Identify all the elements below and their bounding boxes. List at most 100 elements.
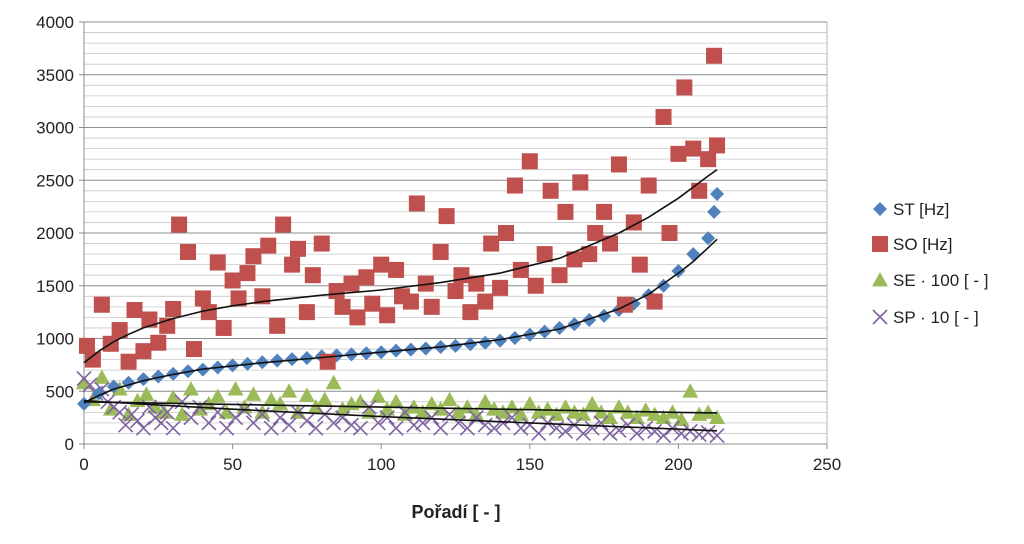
diamond-point <box>710 186 725 201</box>
square-point <box>432 243 449 260</box>
diamond-point <box>582 313 597 328</box>
legend-triangle-marker <box>872 272 888 287</box>
cross-point <box>450 415 467 431</box>
cross-point <box>468 410 484 426</box>
cross-point <box>352 420 368 436</box>
diamond-point <box>656 278 671 293</box>
triangle-point <box>370 388 387 403</box>
grid-lines <box>84 21 827 445</box>
square-point <box>126 302 143 319</box>
diamond-point <box>552 320 567 335</box>
legend-item: ST [Hz] <box>873 200 949 219</box>
triangle-point <box>423 395 440 411</box>
x-tick-labels: 0 50 100 150 200 250 <box>79 444 841 474</box>
square-point <box>483 235 500 252</box>
triangle-point <box>521 395 538 411</box>
cross-point <box>299 413 315 429</box>
square-point <box>646 293 663 310</box>
cross-point <box>531 425 547 442</box>
cross-point <box>557 423 574 439</box>
triangle-point <box>281 383 298 398</box>
series-cross <box>76 371 725 444</box>
trendline <box>83 238 718 404</box>
diamond-point <box>151 369 166 384</box>
cross-point <box>486 420 502 436</box>
square-point <box>709 137 726 154</box>
square-point <box>492 279 509 296</box>
triangle-point <box>165 389 182 404</box>
legend-item: SE · 100 [ - ] <box>872 271 988 290</box>
square-point <box>328 283 345 300</box>
square-point <box>572 174 589 191</box>
square-point <box>185 341 202 358</box>
triangle-point <box>441 391 458 407</box>
square-point <box>670 145 687 162</box>
triangle-point <box>245 386 262 401</box>
cross-point <box>459 420 475 436</box>
cross-point <box>263 420 279 436</box>
square-point <box>364 295 381 312</box>
triangle-point <box>182 381 199 396</box>
square-point <box>349 309 366 326</box>
triangle-point <box>352 393 369 409</box>
diamond-point <box>136 372 151 387</box>
triangle-point <box>209 388 226 403</box>
triangle-point <box>316 391 333 407</box>
square-point <box>239 265 256 282</box>
y-tick-label: 4000 <box>36 13 74 32</box>
square-point <box>402 293 419 310</box>
cross-point <box>682 423 698 439</box>
square-point <box>587 225 604 241</box>
square-point <box>313 235 330 252</box>
square-point <box>260 237 277 254</box>
cross-point <box>406 417 422 433</box>
square-point <box>284 256 301 273</box>
square-point <box>542 182 559 199</box>
y-tick-labels: 0 500 1000 1500 2000 2500 3000 3500 4000 <box>36 13 84 454</box>
x-tick-label: 250 <box>813 455 841 474</box>
x-tick-label: 150 <box>516 455 544 474</box>
square-point <box>194 290 211 307</box>
triangle-point <box>709 409 726 425</box>
cross-point <box>575 425 591 442</box>
legend-label: SO [Hz] <box>893 235 953 254</box>
square-point <box>527 277 544 294</box>
square-point <box>521 153 538 170</box>
square-point <box>477 293 494 310</box>
square-point <box>298 304 315 321</box>
triangle-point <box>272 395 289 411</box>
square-point <box>676 79 693 96</box>
square-point <box>254 288 271 305</box>
y-tick-label: 2000 <box>36 224 74 243</box>
cross-point <box>219 420 235 436</box>
cross-point <box>129 413 146 429</box>
cross-point <box>602 425 618 442</box>
triangle-point <box>156 404 173 419</box>
trendline <box>83 399 718 432</box>
triangle-point <box>111 381 128 396</box>
square-point <box>224 272 241 289</box>
square-point <box>447 283 464 300</box>
cross-point <box>584 420 600 436</box>
square-point <box>78 337 95 354</box>
cross-point <box>165 420 181 436</box>
square-point <box>84 351 101 368</box>
square-point <box>700 151 717 168</box>
series-square <box>78 47 726 370</box>
cross-point <box>334 410 351 426</box>
triangle-point <box>575 406 592 421</box>
square-point <box>566 251 583 268</box>
legend-item: SO [Hz] <box>872 235 953 254</box>
diamond-point <box>686 247 701 262</box>
trendlines <box>83 169 718 432</box>
legend-cross-marker <box>872 309 888 325</box>
triangle-point <box>93 369 110 384</box>
square-point <box>93 296 110 313</box>
cross-point <box>611 422 627 438</box>
triangle-point <box>584 395 601 411</box>
legend-label: SP · 10 [ - ] <box>893 308 979 327</box>
square-point <box>150 334 167 351</box>
cross-point <box>201 415 217 431</box>
cross-point <box>655 427 672 444</box>
triangle-point <box>76 374 92 390</box>
